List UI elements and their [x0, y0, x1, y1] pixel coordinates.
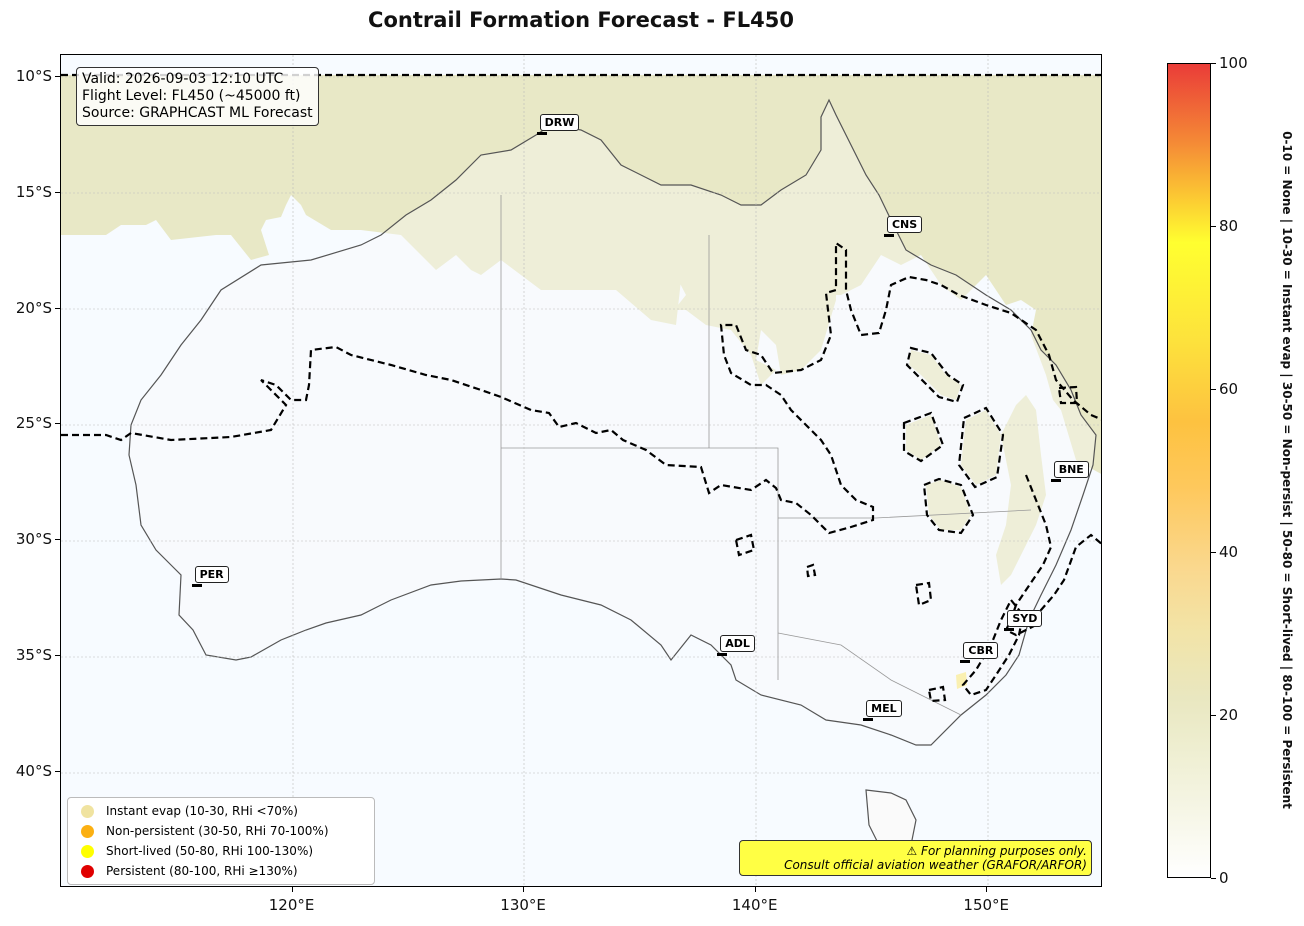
lat-tick-mark [55, 423, 60, 425]
colorbar-tick-mark [1211, 389, 1216, 390]
colorbar-tick-label: 80 [1219, 217, 1239, 235]
lat-tick-mark [55, 191, 60, 193]
forecast-source: Source: GRAPHCAST ML Forecast [82, 105, 313, 121]
station-label: CNS [886, 215, 923, 233]
coastal-contour-strip [961, 597, 1025, 697]
lat-tick-label: 20°S [15, 298, 52, 317]
airport-marker-icon [1050, 479, 1061, 483]
lat-tick-label: 25°S [15, 414, 52, 433]
lon-tick-label: 140°E [731, 896, 778, 914]
small-contour-e [805, 563, 817, 578]
colorbar-tick-mark [1211, 63, 1216, 64]
instant-evap-zone [61, 75, 1101, 689]
map-panel[interactable] [60, 54, 1102, 887]
planning-disclaimer: ⚠ For planning purposes only. Consult of… [739, 840, 1092, 876]
airport-marker-icon [863, 717, 874, 721]
small-contour-d [927, 685, 947, 703]
colorbar-tick-label: 60 [1219, 380, 1239, 398]
inland-contour-c [902, 411, 945, 463]
legend-label: Short-lived (50-80, RHi 100-130%) [106, 844, 314, 858]
colorbar-tick-mark [1211, 552, 1216, 553]
chart-title: Contrail Formation Forecast - FL450 [368, 8, 794, 32]
station-label: ADL [720, 635, 755, 652]
legend-label: Instant evap (10-30, RHi <70%) [106, 804, 298, 818]
main-contour [61, 240, 1101, 535]
colorbar-tick-mark [1211, 715, 1216, 716]
lon-tick-mark [291, 887, 293, 892]
airport-marker-icon [1004, 627, 1015, 631]
lon-tick-mark [986, 887, 988, 892]
legend-dot [81, 824, 94, 838]
gridlines [61, 55, 1101, 886]
lon-tick-mark [754, 887, 756, 892]
station-label: BNE [1053, 461, 1089, 479]
australia-coastline [128, 98, 1097, 746]
lat-tick-label: 35°S [15, 646, 52, 664]
colorbar-tick-mark [1211, 878, 1216, 879]
legend-item-non-persistent: Non-persistent (30-50, RHi 70-100%) [74, 821, 368, 841]
legend-label: Non-persistent (30-50, RHi 70-100%) [106, 824, 329, 838]
inland-contour-a [922, 477, 975, 535]
eastern-contrail-strip [996, 395, 1046, 585]
airport-marker-icon [717, 653, 728, 656]
lat-tick-label: 40°S [15, 761, 52, 780]
station-label: CBR [963, 641, 999, 659]
inland-contrail-patch-d [909, 350, 961, 400]
disclaimer-line-2: Consult official aviation weather (GRAFO… [784, 858, 1087, 872]
map-legend: Instant evap (10-30, RHi <70%) Non-persi… [67, 797, 375, 885]
small-contour-a [914, 581, 933, 607]
colorbar-tick-label: 40 [1219, 543, 1239, 561]
colorbar-tick-label: 100 [1219, 54, 1248, 72]
lon-tick-label: 130°E [500, 896, 546, 914]
colorbar [1167, 63, 1211, 878]
disclaimer-line-1: ⚠ For planning purposes only. [906, 844, 1087, 858]
northern-contrail-band [61, 75, 1101, 474]
lat-tick-mark [55, 655, 60, 656]
station-label: PER [194, 565, 229, 583]
colorbar-tick-label: 20 [1219, 706, 1239, 724]
lon-tick-label: 120°E [268, 896, 315, 914]
lon-tick-mark [523, 887, 525, 892]
station-label: MEL [866, 699, 902, 717]
legend-item-persistent: Persistent (80-100, RHi ≥130%) [74, 861, 368, 881]
legend-item-short-lived: Short-lived (50-80, RHi 100-130%) [74, 841, 368, 861]
legend-item-instant-evap: Instant evap (10-30, RHi <70%) [74, 801, 368, 821]
colorbar-tick-mark [1211, 226, 1216, 227]
inland-contrail-patch-a [926, 480, 971, 530]
lat-tick-mark [55, 307, 60, 309]
map-canvas [61, 55, 1101, 886]
inland-contrail-patch-b [961, 410, 1001, 485]
lat-tick-label: 30°S [15, 530, 52, 549]
forecast-info-box: Valid: 2026-09-03 12:10 UTC Flight Level… [76, 67, 319, 126]
colorbar-tick-label: 0 [1219, 869, 1229, 887]
lat-tick-mark [55, 539, 60, 541]
legend-dot [81, 864, 94, 878]
lat-tick-label: 15°S [15, 182, 52, 201]
small-contour-c [1057, 385, 1079, 405]
station-label: DRW [539, 113, 580, 131]
state-borders [500, 195, 1032, 716]
airport-marker-icon [536, 131, 547, 135]
inland-contour-b [957, 406, 1005, 489]
lon-tick-label: 150°E [963, 896, 1010, 914]
airport-marker-icon [191, 583, 202, 587]
airport-marker-icon [883, 233, 894, 237]
inland-contrail-patch-c [906, 415, 941, 460]
lat-tick-mark [55, 770, 60, 772]
colorbar-label: 0-10 = None | 10-30 = Instant evap | 30-… [1280, 131, 1294, 809]
lat-tick-label: 10°S [15, 67, 52, 85]
station-label: SYD [1007, 609, 1043, 627]
lat-tick-mark [55, 76, 60, 77]
valid-time: Valid: 2026-09-03 12:10 UTC [82, 71, 284, 87]
legend-label: Persistent (80-100, RHi ≥130%) [106, 864, 298, 878]
legend-dot [81, 804, 94, 818]
legend-dot [81, 844, 94, 858]
flight-level: Flight Level: FL450 (~45000 ft) [82, 88, 301, 104]
airport-marker-icon [960, 659, 971, 663]
